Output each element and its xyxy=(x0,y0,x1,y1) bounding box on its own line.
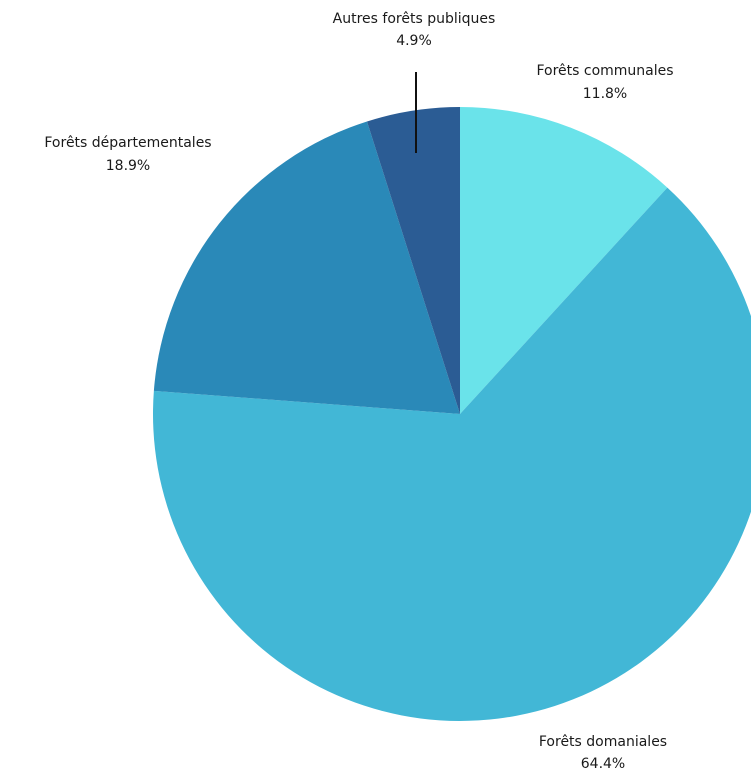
pie-slice-forets-departementales xyxy=(153,121,460,414)
slice-label-departementales: Forêts départementales xyxy=(44,135,211,151)
slice-label-group-departementales: Forêts départementales 18.9% xyxy=(44,135,211,174)
pie-slice-forets-domaniales xyxy=(153,187,751,721)
slice-label-communales: Forêts communales xyxy=(536,63,673,79)
slice-label-group-domaniales: Forêts domaniales 64.4% xyxy=(539,734,667,772)
pie-slice-forets-communales xyxy=(460,107,668,414)
slice-label-autres: Autres forêts publiques xyxy=(333,11,496,27)
slice-label-group-autres: Autres forêts publiques 4.9% xyxy=(333,11,496,49)
slice-value-domaniales: 64.4% xyxy=(581,756,625,772)
slice-value-communales: 11.8% xyxy=(583,86,627,102)
slice-value-departementales: 18.9% xyxy=(106,158,150,174)
pie-slices xyxy=(153,107,751,721)
pie-slice-autres-forets-publiques xyxy=(366,107,460,414)
slice-label-domaniales: Forêts domaniales xyxy=(539,734,667,750)
slice-label-group-communales: Forêts communales 11.8% xyxy=(536,63,673,102)
slice-value-autres: 4.9% xyxy=(396,33,432,49)
